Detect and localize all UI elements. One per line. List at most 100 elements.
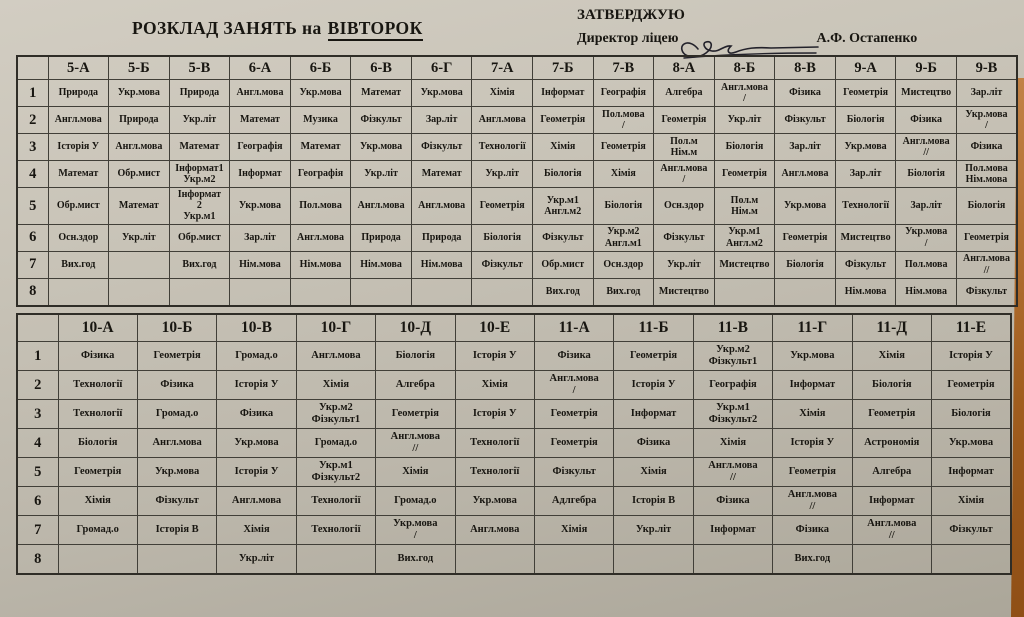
timetable-cell: Англ.мова	[289, 223, 352, 252]
timetable-cell: Хімія	[375, 457, 456, 487]
timetable-cell: Історія В	[613, 486, 694, 516]
timetable-cell: Технології	[454, 428, 535, 458]
timetable-cell: Мистецтво	[653, 277, 715, 307]
timetable-cell: Укр.літ	[216, 544, 297, 575]
timetable-cell: Історія У	[216, 457, 297, 487]
timetable-cell: Історія В	[136, 515, 218, 545]
timetable-cell: Географія	[592, 79, 655, 107]
class-header: 11-А	[533, 313, 615, 342]
timetable-cell: Англ.мова	[136, 428, 218, 458]
timetable-cell: Фізкульт	[653, 223, 715, 252]
header-row: 5-А 5-Б 5-В 6-А 6-Б 6-В 6-Г 7-А 7-Б 7-В 8-А 8-Б 8-В 9…	[16, 55, 1018, 80]
timetable-cell: Геометрія	[834, 79, 897, 107]
approval-block: ЗАТВЕРДЖУЮ Директор ліцею А.Ф. Остапенко	[577, 7, 917, 59]
timetable-cell: Біологія	[592, 187, 655, 225]
class-header: 8-А	[653, 55, 715, 80]
timetable-cell: Технології	[295, 486, 377, 516]
timetable-cell: Фізкульт	[136, 486, 218, 516]
class-header: 6-А	[229, 55, 291, 80]
timetable-cell: Англ.мова //	[955, 250, 1018, 279]
timetable-cell: Зар.літ	[834, 160, 897, 188]
timetable-cell: Біологія	[471, 223, 533, 252]
timetable-cell: Математ	[289, 133, 352, 161]
timetable-cell: Математ	[229, 106, 291, 134]
timetable-cell: Обр.мист	[532, 250, 594, 279]
timetable-cell: Хімія	[851, 341, 932, 371]
timetable-cell: Укр.літ	[350, 160, 412, 188]
class-header: 8-Б	[713, 55, 776, 80]
timetable-cell: Пол.мова /	[592, 106, 655, 134]
timetable-cell: Фізкульт	[955, 277, 1018, 307]
timetable-cell: Фізкульт	[410, 133, 473, 161]
timetable-cell: Історія У	[613, 370, 694, 400]
timetable-cell: Геометрія	[930, 370, 1012, 400]
timetable-cell: Інформат	[532, 79, 594, 107]
timetable-cell: Укр.м2 Фізкульт1	[692, 341, 774, 371]
timetable-cell: Фізика	[692, 486, 774, 516]
timetable-cell: Астрономія	[851, 428, 932, 458]
timetable-cell: Геометрія	[533, 428, 615, 458]
timetable-cell: Вих.год	[592, 277, 655, 307]
timetable-cell: Англ.мова //	[851, 515, 932, 545]
timetable-cell: Англ.мова	[454, 515, 535, 545]
timetable-cell: Математ	[350, 79, 412, 107]
class-header: 6-Г	[410, 55, 473, 80]
timetable-cell: Англ.мова //	[375, 428, 456, 458]
timetable-cell: Англ.мова	[410, 187, 473, 225]
timetable-cell: Історія У	[216, 370, 297, 400]
timetable-cell: Обр.мист	[168, 223, 231, 252]
timetable-row: 3 Технології Громад.о Фізика Укр.м2 Фізкульт…	[16, 399, 1012, 429]
timetable-cell: Фізика	[955, 133, 1018, 161]
class-header: 8-В	[774, 55, 836, 80]
timetable-cell: Укр.літ	[653, 250, 715, 279]
timetable-cell: Англ.мова	[47, 106, 110, 134]
timetable-cell: Геометрія	[471, 187, 533, 225]
timetable-cell: Англ.мова	[108, 133, 170, 161]
timetable-cell: Укр.літ	[168, 106, 231, 134]
director-label: Директор ліцею	[577, 31, 679, 46]
class-header: 11-Е	[930, 313, 1012, 342]
timetable-cell	[108, 250, 170, 279]
timetable-cell: Біологія	[895, 160, 957, 188]
timetable-cell: Геометрія	[592, 133, 655, 161]
timetable-cell: Геометрія	[955, 223, 1018, 252]
timetable-cell: Хімія	[533, 515, 615, 545]
timetable-cell: Геометрія	[653, 106, 715, 134]
timetable-cell	[533, 544, 615, 575]
class-header: 9-Б	[895, 55, 957, 80]
timetable-cell: Геометрія	[136, 341, 218, 371]
timetable-cell: Природа	[108, 106, 170, 134]
timetable-cell: Математ	[108, 187, 170, 225]
header-row: 10-А 10-Б 10-В 10-Г 10-Д 10-Е 11-А 11-Б 11-В 11-Г…	[16, 313, 1012, 342]
timetable-cell: Англ.мова	[295, 341, 377, 371]
timetable-row: 6 Осн.здор Укр.літ Обр.мист Зар.літ Англ.мова…	[16, 223, 1018, 252]
class-header: 10-Е	[454, 313, 535, 342]
timetable-cell: Фізика	[613, 428, 694, 458]
timetable-cell	[136, 544, 218, 575]
timetable-cell: Історія У	[454, 399, 535, 429]
timetable-cell	[57, 544, 138, 575]
timetable-cell: Фізкульт	[532, 223, 594, 252]
timetable-cell: Фізкульт	[930, 515, 1012, 545]
timetable-cell: Пол.мова	[289, 187, 352, 225]
timetable-cell: Пол.м Нім.м	[653, 133, 715, 161]
timetable-cell: Хімія	[772, 399, 853, 429]
timetable-cell: Вих.год	[375, 544, 456, 575]
timetable-cell: Математ	[168, 133, 231, 161]
timetable-cell: Нім.мова	[289, 250, 352, 279]
timetable-row: 7 Громад.о Історія В Хімія Технології Укр.мов…	[16, 515, 1012, 545]
timetable-cell: Англ.мова //	[895, 133, 957, 161]
timetable-cell: Історія У	[772, 428, 853, 458]
timetable-cell: Громад.о	[375, 486, 456, 516]
timetable-cell: Громад.о	[57, 515, 138, 545]
class-header: 6-В	[350, 55, 412, 80]
lesson-number: 8	[16, 277, 49, 307]
timetable-cell: Біологія	[713, 133, 776, 161]
lesson-number: 2	[16, 370, 59, 400]
timetable-cell: Зар.літ	[410, 106, 473, 134]
timetable-cell: Укр.м1 Англ.м2	[713, 223, 776, 252]
timetable-cell: Історія У	[454, 341, 535, 371]
lesson-number: 7	[16, 250, 49, 279]
class-header: 10-А	[57, 313, 138, 342]
timetable-cell: Мистецтво	[895, 79, 957, 107]
